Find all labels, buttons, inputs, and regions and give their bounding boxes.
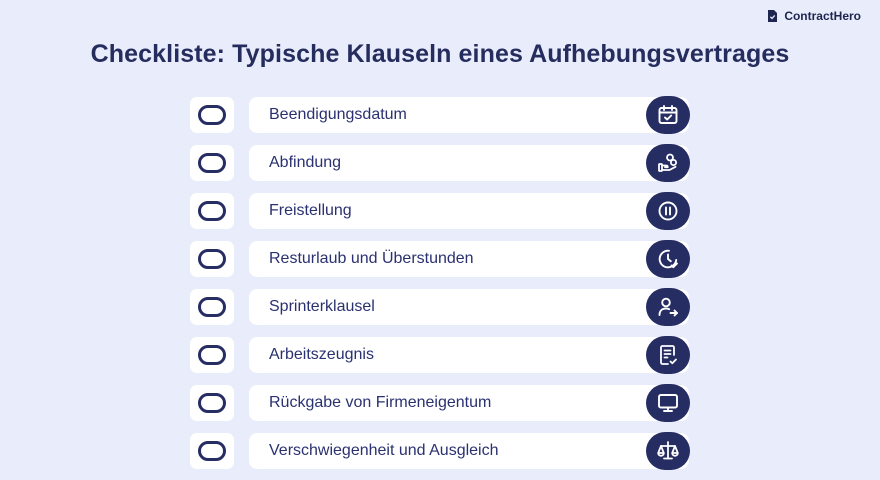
- checklist-item: Sprinterklausel: [190, 288, 690, 326]
- item-label: Abfindung: [269, 154, 342, 171]
- item-label: Rückgabe von Firmeneigentum: [269, 394, 492, 411]
- checkbox[interactable]: [190, 241, 234, 277]
- checkbox[interactable]: [190, 145, 234, 181]
- checkbox[interactable]: [190, 97, 234, 133]
- item-card: Freistellung: [249, 193, 689, 229]
- checklist-item: Freistellung: [190, 192, 690, 230]
- checklist-item: Rückgabe von Firmeneigentum: [190, 384, 690, 422]
- item-card: Abfindung: [249, 145, 689, 181]
- checklist: Beendigungsdatum Abfindung: [190, 96, 690, 470]
- checklist-item: Beendigungsdatum: [190, 96, 690, 134]
- checklist-item: Arbeitszeugnis: [190, 336, 690, 374]
- item-label: Beendigungsdatum: [269, 106, 407, 123]
- monitor-icon: [646, 384, 690, 422]
- user-arrow-right-icon: [646, 288, 690, 326]
- pause-circle-icon: [646, 192, 690, 230]
- checkbox[interactable]: [190, 385, 234, 421]
- item-label: Sprinterklausel: [269, 298, 375, 315]
- hand-coins-icon: [646, 144, 690, 182]
- brand-name: ContractHero: [784, 9, 861, 23]
- checkbox[interactable]: [190, 289, 234, 325]
- page-title: Checkliste: Typische Klauseln eines Aufh…: [90, 40, 790, 68]
- checklist-item: Verschwiegenheit und Ausgleich: [190, 432, 690, 470]
- item-card: Resturlaub und Überstunden: [249, 241, 689, 277]
- item-card: Arbeitszeugnis: [249, 337, 689, 373]
- item-card: Verschwiegenheit und Ausgleich: [249, 433, 689, 469]
- item-label: Verschwiegenheit und Ausgleich: [269, 442, 499, 459]
- item-card: Sprinterklausel: [249, 289, 689, 325]
- checklist-item: Resturlaub und Überstunden: [190, 240, 690, 278]
- item-label: Resturlaub und Überstunden: [269, 250, 474, 267]
- item-label: Freistellung: [269, 202, 352, 219]
- checklist-item: Abfindung: [190, 144, 690, 182]
- checkbox[interactable]: [190, 193, 234, 229]
- contracthero-logo-icon: [767, 9, 778, 23]
- checkbox[interactable]: [190, 433, 234, 469]
- clock-check-icon: [646, 240, 690, 278]
- brand: ContractHero: [767, 9, 861, 23]
- item-label: Arbeitszeugnis: [269, 346, 374, 363]
- calendar-check-icon: [646, 96, 690, 134]
- scales-icon: [646, 432, 690, 470]
- document-check-icon: [646, 336, 690, 374]
- checkbox[interactable]: [190, 337, 234, 373]
- item-card: Beendigungsdatum: [249, 97, 689, 133]
- item-card: Rückgabe von Firmeneigentum: [249, 385, 689, 421]
